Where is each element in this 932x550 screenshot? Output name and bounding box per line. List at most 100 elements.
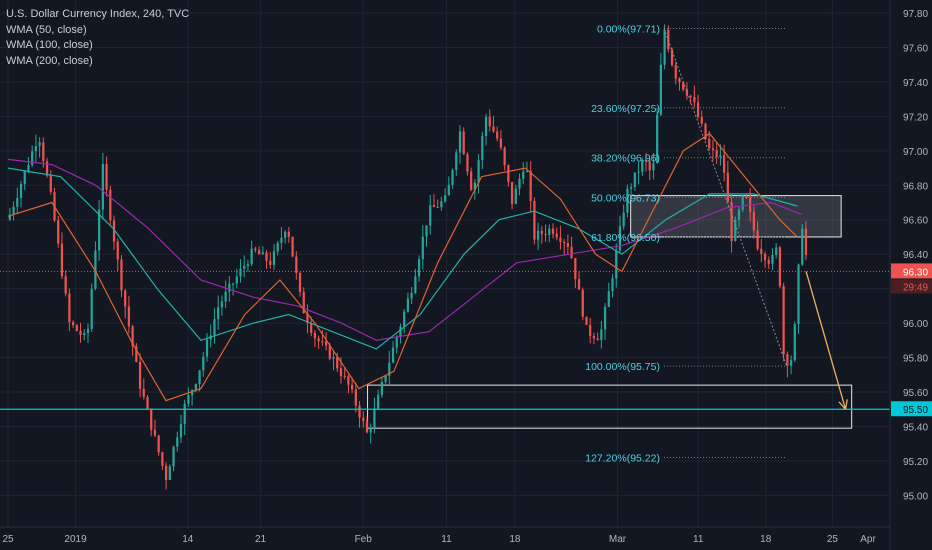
candle-body (470, 172, 472, 190)
candle-body (504, 148, 506, 166)
candle-body (734, 220, 736, 241)
candle-body (291, 237, 293, 257)
candle-body (623, 213, 625, 227)
candle-body (46, 161, 48, 175)
wma-50-line (8, 134, 797, 401)
candle-body (169, 466, 171, 480)
candle-body (336, 357, 338, 368)
candle-body (604, 307, 606, 329)
candle-body (213, 319, 215, 335)
candle-body (362, 418, 364, 421)
y-tick-label: 97.20 (903, 112, 928, 123)
candle-body (139, 362, 141, 389)
symbol-title[interactable]: U.S. Dollar Currency Index, 240, TVC (6, 7, 189, 23)
candle-body (593, 336, 595, 339)
candle-body (570, 247, 572, 258)
candle-body (455, 152, 457, 170)
candle-body (437, 207, 439, 208)
candle-body (425, 225, 427, 236)
projection-arrow-head (846, 399, 848, 409)
candle-body (72, 322, 74, 325)
candle-body (318, 338, 320, 341)
candle-body (489, 117, 491, 126)
candle-body (775, 247, 777, 255)
candle-body (701, 117, 703, 124)
time-axis[interactable]: 25 2019 14 21 Feb 11 18 Mar 11 18 25 Apr (0, 527, 890, 545)
candle-body (463, 131, 465, 154)
y-tick-label: 97.60 (903, 43, 928, 54)
candle-body (768, 260, 770, 264)
y-tick-label: 96.00 (903, 319, 928, 330)
x-tick-label: 11 (441, 534, 452, 545)
fib-level-label: 127.20%(95.22) (585, 452, 660, 464)
candle-body (165, 466, 167, 480)
candle-body (753, 212, 755, 230)
candle-body (340, 368, 342, 376)
candle-body (563, 242, 565, 243)
candle-body (716, 150, 718, 157)
candle-body (20, 184, 22, 198)
candle-body (451, 170, 453, 185)
candle-body (247, 264, 249, 266)
x-tick-label: 25 (827, 534, 839, 545)
x-tick-label: Mar (609, 534, 627, 545)
candle-body (585, 317, 587, 325)
candle-body (567, 243, 569, 247)
price-axis[interactable]: 95.0095.2095.4095.6095.8096.0096.2096.40… (890, 0, 932, 550)
candle-body (105, 164, 107, 190)
moving-average-lines (8, 134, 802, 401)
candle-body (496, 132, 498, 139)
candle-body (708, 139, 710, 148)
wma-100-legend[interactable]: WMA (100, close) (6, 38, 189, 54)
bar-countdown: 29:49 (903, 282, 928, 293)
candle-body (243, 266, 245, 269)
candle-body (530, 171, 532, 201)
candle-body (27, 165, 29, 171)
candle-body (358, 406, 360, 418)
candle-body (355, 389, 357, 405)
candle-body (719, 155, 721, 157)
candle-body (120, 260, 122, 291)
fib-level-label: 0.00%(97.71) (597, 24, 660, 36)
projection-arrow-line (806, 271, 845, 409)
y-tick-label: 95.60 (903, 388, 928, 399)
x-tick-label: 18 (509, 534, 521, 545)
candle-body (102, 164, 104, 209)
candle-body (258, 250, 260, 254)
candle-body (299, 273, 301, 292)
candle-body (351, 385, 353, 390)
candle-body (738, 210, 740, 220)
candle-body (277, 243, 279, 252)
candle-body (187, 395, 189, 404)
candle-body (477, 160, 479, 182)
candle-body (124, 290, 126, 306)
candle-body (109, 190, 111, 221)
candle-body (690, 96, 692, 97)
candle-body (600, 329, 602, 340)
candle-body (801, 229, 803, 265)
candle-body (288, 232, 290, 237)
wma-50-legend[interactable]: WMA (50, close) (6, 23, 189, 39)
candle-body (280, 238, 282, 243)
y-tick-label: 95.80 (903, 354, 928, 365)
wma-200-legend[interactable]: WMA (200, close) (6, 54, 189, 70)
candle-body (663, 30, 665, 65)
candle-body (448, 185, 450, 195)
candle-body (589, 325, 591, 336)
candle-body (507, 165, 509, 182)
candle-body (217, 307, 219, 319)
candle-body (347, 376, 349, 385)
y-tick-label: 97.00 (903, 147, 928, 158)
candle-body (574, 258, 576, 279)
candle-body (332, 357, 334, 359)
x-tick-label: 21 (255, 534, 267, 545)
candle-body (158, 435, 160, 452)
candle-body (251, 249, 253, 265)
candle-body (797, 265, 799, 324)
candle-body (195, 384, 197, 390)
candle-body (533, 201, 535, 240)
x-tick-label: 25 (2, 534, 14, 545)
candle-body (552, 229, 554, 234)
candle-body (794, 324, 796, 360)
